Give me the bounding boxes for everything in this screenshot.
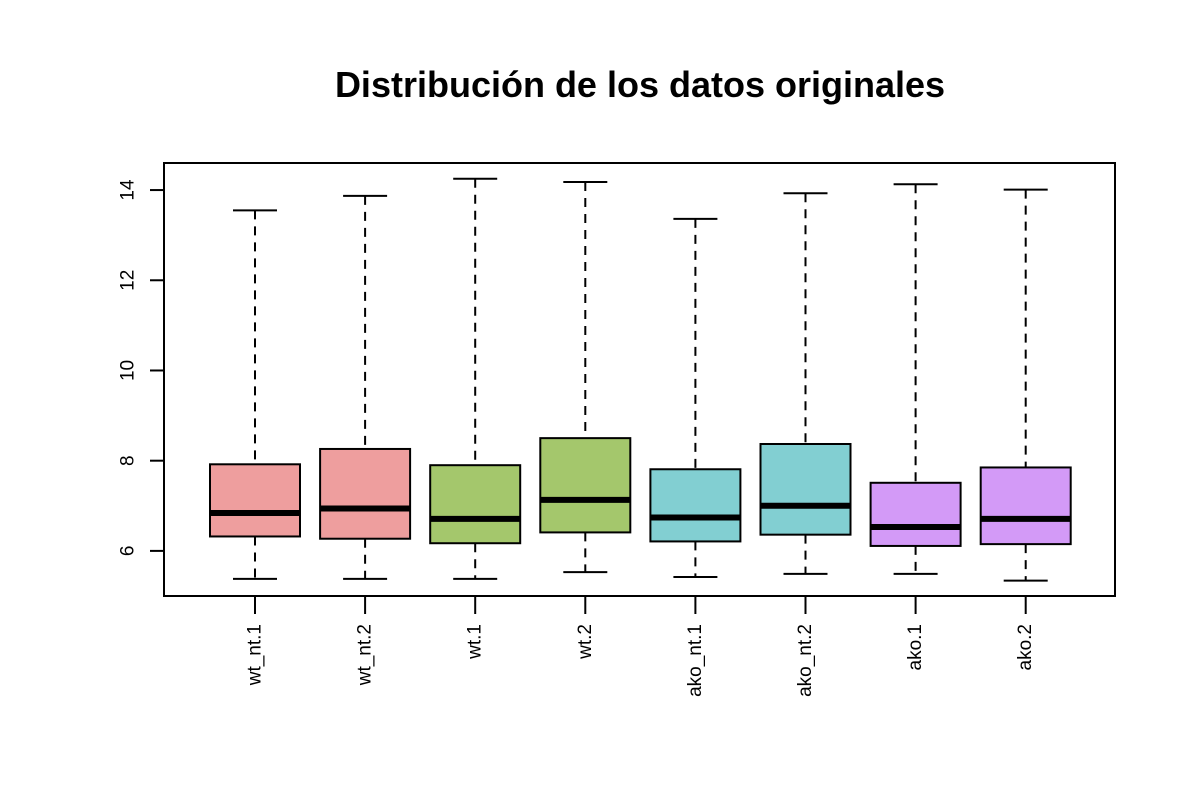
x-category-label: ako_nt.2: [795, 624, 816, 697]
box-wt_nt.2: [319, 194, 412, 580]
iqr-box: [319, 447, 412, 540]
x-category-label: wt_nt.2: [355, 624, 376, 686]
iqr-box: [979, 466, 1072, 546]
y-tick-label: 8: [118, 455, 139, 466]
y-tick-label: 14: [118, 179, 139, 201]
y-axis: 6 8 10 12 14: [118, 179, 165, 556]
x-axis: wt_nt.1 wt_nt.2 wt.1 wt.2 ako_nt.1 ako_nt.2 ak…: [245, 595, 1036, 697]
iqr-box: [649, 468, 742, 543]
iqr-box: [429, 464, 522, 545]
box-wt.2: [539, 180, 632, 574]
chart-title: Distribución de los datos originales: [335, 64, 945, 105]
x-category-label: wt_nt.1: [245, 624, 266, 686]
plot-frame: [163, 162, 1116, 597]
iqr-box: [869, 481, 962, 547]
x-category-label: wt.1: [465, 624, 486, 660]
x-category-label: ako.1: [905, 624, 926, 670]
boxes-group: [209, 177, 1072, 582]
y-tick-label: 10: [118, 360, 139, 381]
iqr-box: [209, 463, 301, 538]
x-category-label: ako.2: [1015, 624, 1036, 670]
iqr-box: [759, 442, 852, 536]
x-category-label: wt.2: [575, 624, 596, 660]
box-wt_nt.1: [209, 209, 301, 580]
iqr-box: [539, 437, 632, 534]
box-ako_nt.1: [649, 217, 742, 579]
box-ako_nt.2: [759, 192, 852, 575]
y-tick-label: 6: [118, 546, 139, 557]
box-ako.1: [869, 183, 962, 575]
y-tick-label: 12: [118, 270, 139, 291]
box-wt.1: [429, 177, 522, 580]
box-ako.2: [979, 188, 1072, 582]
x-category-label: ako_nt.1: [685, 624, 706, 697]
